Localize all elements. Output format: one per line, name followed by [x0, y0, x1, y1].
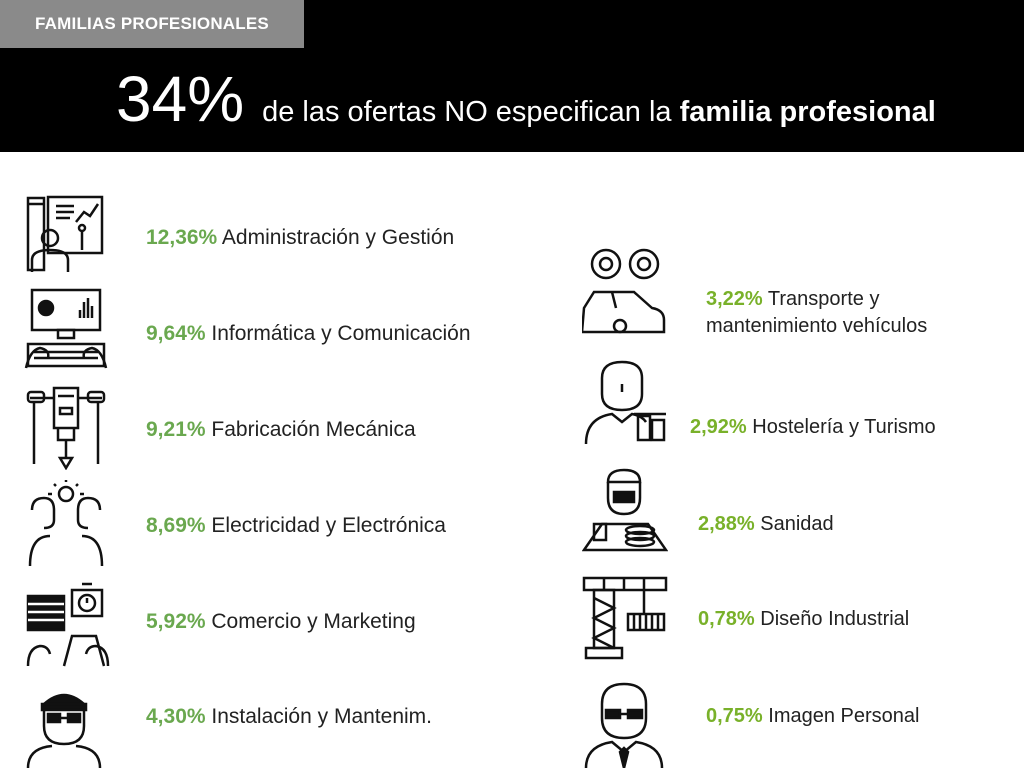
computer-keyboard-icon [24, 288, 108, 372]
list-item: 8,69% Electricidad y Electrónica [146, 514, 446, 537]
list-item: 0,78% Diseño Industrial [698, 608, 910, 630]
headline-text: de las ofertas NO especifican la familia… [262, 96, 936, 128]
list-item: 9,64% Informática y Comunicación [146, 322, 471, 345]
list-item: 2,88% Sanidad [698, 513, 834, 535]
mechanic-cap-icon [24, 684, 104, 768]
waiter-drinks-icon [582, 358, 668, 446]
man-tie-icon [582, 682, 666, 768]
headline-percent: 34% [116, 63, 245, 135]
list-item: 9,21% Fabricación Mecánica [146, 418, 416, 441]
shop-counter-icon [24, 582, 110, 668]
presenter-board-icon [24, 194, 106, 274]
list-item: 5,92% Comercio y Marketing [146, 610, 416, 633]
machine-press-icon [24, 386, 108, 470]
section-tag: FAMILIAS PROFESIONALES [0, 0, 304, 48]
list-item: 4,30% Instalación y Mantenim. [146, 705, 432, 728]
list-item: 2,92% Hostelería y Turismo [690, 416, 936, 438]
list-item: 12,36% Administración y Gestión [146, 226, 455, 249]
crane-icon [582, 574, 668, 664]
list-item: 0,75% Imagen Personal [706, 705, 920, 727]
list-item: 3,22% Transporte y mantenimiento vehícul… [706, 288, 928, 337]
idea-people-icon [24, 480, 108, 568]
nurse-tray-icon [582, 468, 668, 554]
page-title: 34% de las ofertas NO especifican la fam… [116, 62, 936, 142]
car-wheels-icon [582, 246, 668, 336]
